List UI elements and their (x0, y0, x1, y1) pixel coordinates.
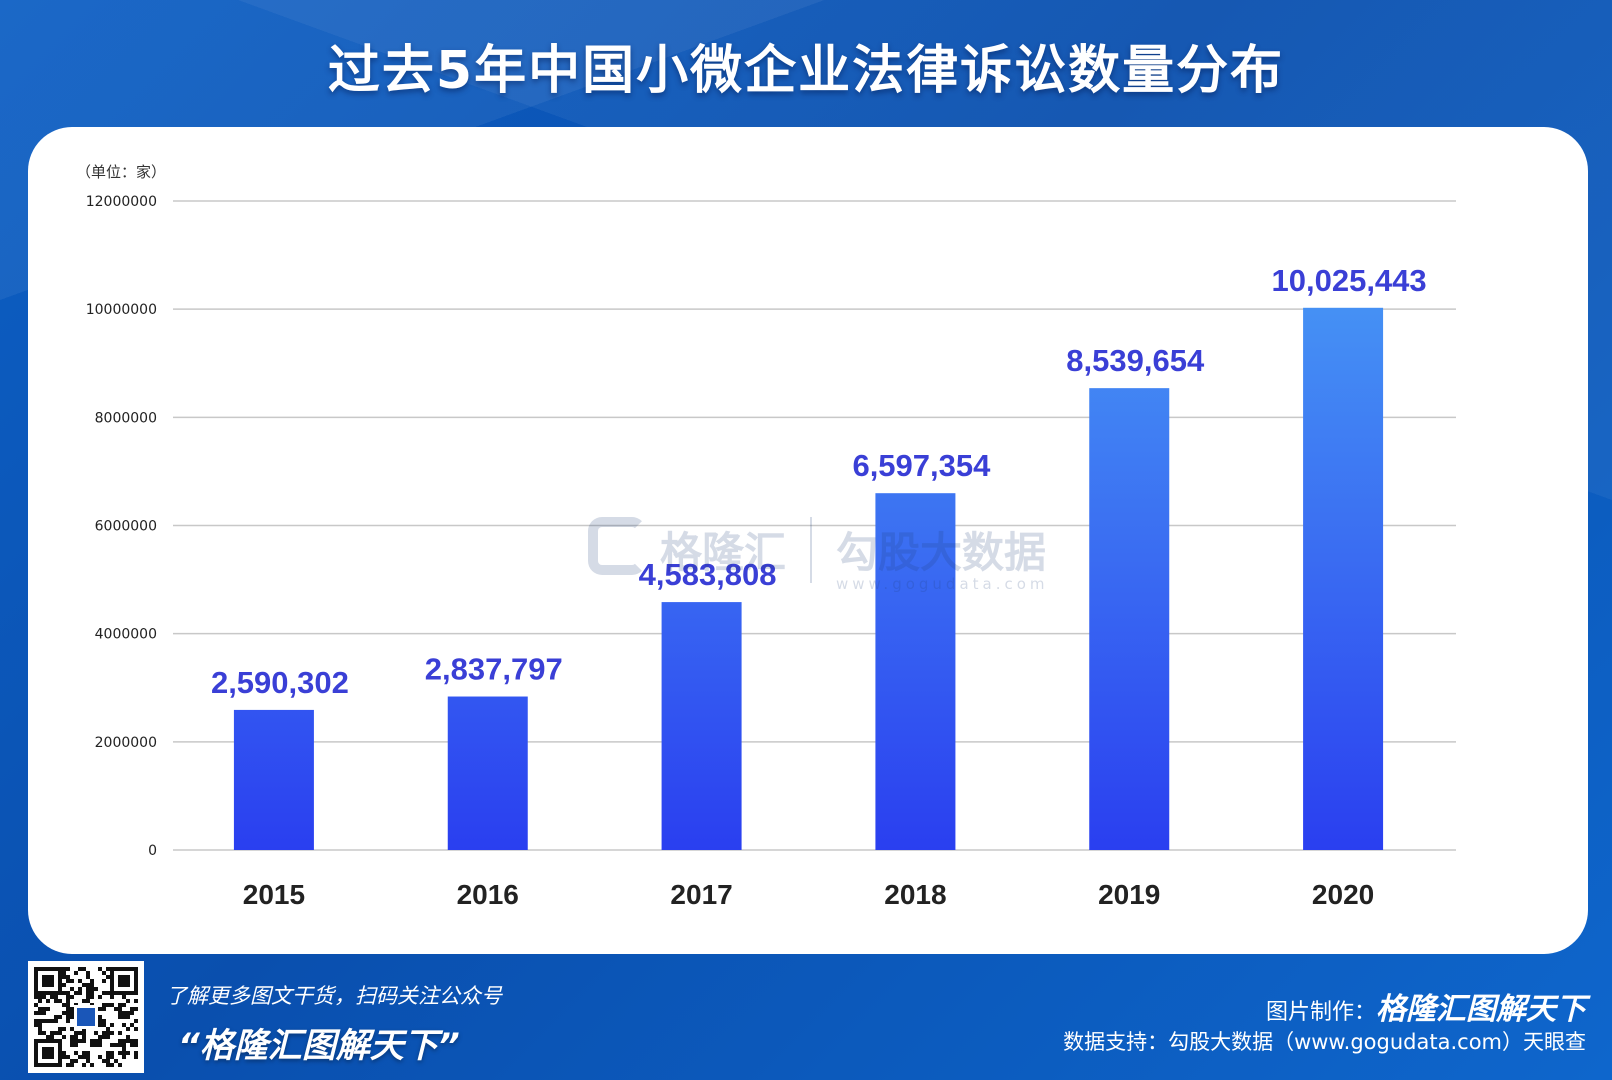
y-tick-label: 8000000 (95, 410, 157, 426)
y-tick-label: 2000000 (95, 735, 157, 751)
footer-slogan: “格隆汇图解天下” (178, 1026, 460, 1066)
bar (1303, 307, 1384, 850)
bar (1089, 388, 1170, 850)
x-tick-label: 2015 (243, 879, 305, 910)
x-tick-label: 2016 (457, 879, 519, 910)
data-label: 8,539,654 (1066, 343, 1205, 378)
data-label: 2,837,797 (425, 652, 563, 687)
bar (447, 696, 528, 850)
y-tick-label: 12000000 (86, 194, 157, 210)
footer-source: 数据支持：勾股大数据（www.gogudata.com）天眼查 (1063, 1030, 1586, 1054)
x-tick-label: 2020 (1312, 879, 1374, 910)
qr-code[interactable] (28, 961, 144, 1073)
data-label: 4,583,808 (639, 557, 777, 592)
y-tick-label: 0 (148, 843, 157, 859)
x-tick-label: 2017 (670, 879, 732, 910)
y-tick-label: 4000000 (95, 627, 157, 643)
x-tick-label: 2018 (884, 879, 946, 910)
x-tick-label: 2019 (1098, 879, 1160, 910)
data-label: 10,025,443 (1272, 263, 1427, 298)
chart-card: （单位：家） 0 2000000 4000000 6000000 8000000 10000… (28, 127, 1588, 954)
bar (661, 602, 742, 850)
y-tick-label: 6000000 (95, 519, 157, 535)
y-unit-label: （单位：家） (76, 163, 166, 181)
qr-code-icon (34, 967, 138, 1067)
bar (233, 709, 314, 850)
data-label: 2,590,302 (211, 665, 349, 700)
bar-chart: （单位：家） 0 2000000 4000000 6000000 8000000 10000… (76, 163, 1456, 910)
maker-brand: 格隆汇图解天下 (1376, 992, 1586, 1027)
data-label: 6,597,354 (852, 448, 991, 483)
footer-maker: 图片制作：格隆汇图解天下 (1266, 984, 1586, 1028)
y-tick-label: 10000000 (86, 302, 157, 318)
footer-tagline: 了解更多图文干货，扫码关注公众号 (166, 984, 502, 1008)
maker-label: 图片制作： (1265, 1000, 1376, 1025)
page-title: 过去5年中国小微企业法律诉讼数量分布 (327, 41, 1285, 101)
bar (875, 493, 956, 850)
